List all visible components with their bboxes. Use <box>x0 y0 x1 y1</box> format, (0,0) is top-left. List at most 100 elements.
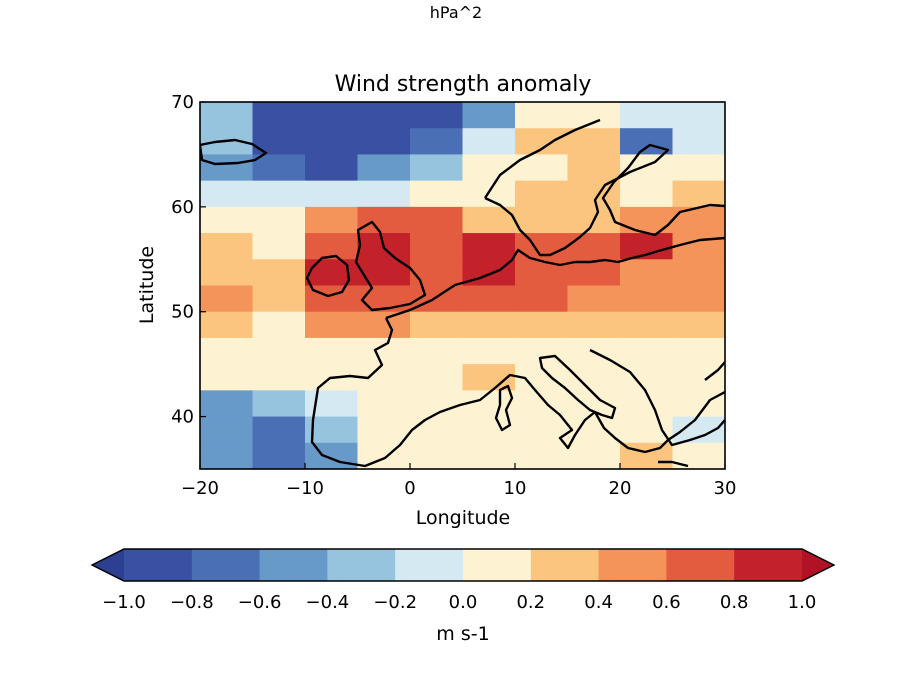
colorbar-tick-label: −0.2 <box>373 592 417 613</box>
heatmap-cell <box>672 128 725 156</box>
heatmap-cell <box>620 259 674 287</box>
colorbar-segment <box>124 549 193 581</box>
colorbar-segment <box>530 549 600 581</box>
colorbar-segment <box>191 549 261 581</box>
heatmap-cell <box>515 128 569 156</box>
heatmap-cell <box>410 442 464 469</box>
heatmap-cell <box>462 233 516 260</box>
colorbar-tick-label: 0.2 <box>516 592 545 613</box>
heatmap-cell <box>672 154 725 182</box>
heatmap-cell <box>200 364 254 391</box>
coastline-ireland <box>305 254 351 298</box>
heatmap-cell <box>672 311 725 339</box>
heatmap-cells <box>200 102 725 469</box>
heatmap-cell <box>357 206 411 234</box>
plot-frame <box>199 101 726 470</box>
heatmap-cell <box>305 206 359 234</box>
coastline-great-britain <box>354 220 427 312</box>
heatmap-cell <box>672 416 725 444</box>
heatmap-cell <box>357 180 411 208</box>
heatmap-cell <box>462 337 516 365</box>
heatmap-cell <box>252 416 306 444</box>
heatmap-cell <box>462 442 516 469</box>
colorbar-segment <box>395 549 464 581</box>
heatmap-cell <box>200 311 254 339</box>
coastline-scandinavia <box>483 118 725 257</box>
heatmap-cell <box>672 233 725 260</box>
heatmap-cell <box>410 416 464 444</box>
colorbar: −1.0 −0.8 −0.6 −0.4 −0.2 0.0 0.2 0.4 0.6 0.8 1.0 <box>90 548 836 613</box>
heatmap-cell <box>252 233 306 260</box>
heatmap-cell <box>462 285 516 313</box>
heatmap-cell <box>305 259 359 287</box>
heatmap-cell <box>410 180 464 208</box>
colorbar-tick-label: 0.8 <box>720 592 749 613</box>
heatmap-cell <box>252 259 306 287</box>
heatmap-cell <box>200 442 254 469</box>
heatmap-cell <box>567 364 621 391</box>
heatmap-cell <box>620 285 674 313</box>
heatmap-cell <box>620 364 674 391</box>
heatmap-cell <box>567 442 621 469</box>
map-title: Wind strength anomaly <box>335 72 592 97</box>
heatmap-cell <box>305 442 359 469</box>
x-tick-label: 0 <box>404 478 415 499</box>
heatmap-cell <box>410 154 464 182</box>
heatmap-cell <box>357 390 411 418</box>
heatmap-cell <box>252 128 306 156</box>
heatmap-cell <box>515 311 569 339</box>
heatmap-cell <box>200 416 254 444</box>
colorbar-segment <box>327 549 396 581</box>
figure-suptitle: hPa^2 <box>430 3 482 22</box>
heatmap-cell <box>462 311 516 339</box>
heatmap-cell <box>620 311 674 339</box>
colorbar-tick-label: −0.4 <box>306 592 350 613</box>
heatmap-cell <box>620 180 674 208</box>
heatmap-cell <box>252 102 306 129</box>
heatmap-cell <box>305 180 359 208</box>
colorbar-tick-label: 1.0 <box>788 592 817 613</box>
heatmap-cell <box>567 311 621 339</box>
x-axis-label: Longitude <box>416 507 511 529</box>
heatmap-cell <box>410 311 464 339</box>
heatmap-cell <box>672 259 725 287</box>
heatmap-cell <box>200 206 254 234</box>
heatmap-cell <box>620 206 674 234</box>
heatmap-cell <box>200 102 254 129</box>
colorbar-segments <box>90 548 836 582</box>
colorbar-segment <box>598 549 667 581</box>
heatmap-cell <box>515 390 569 418</box>
heatmap-cell <box>357 337 411 365</box>
heatmap-cell <box>357 311 411 339</box>
heatmap-cell <box>672 180 725 208</box>
heatmap-cell <box>200 180 254 208</box>
heatmap-cell <box>620 233 674 260</box>
heatmap-cell <box>567 128 621 156</box>
colorbar-segment <box>259 549 328 581</box>
colorbar-tick-label: −0.6 <box>238 592 282 613</box>
heatmap-cell <box>567 233 621 260</box>
coastline-italy <box>538 354 617 420</box>
heatmap-cell <box>305 311 359 339</box>
heatmap-cell <box>200 233 254 260</box>
coastline-black-sea <box>704 361 725 381</box>
heatmap-cell <box>410 233 464 260</box>
heatmap-cell <box>515 285 569 313</box>
heatmap-cell <box>567 102 621 129</box>
x-ticks: −20 −10 0 10 20 30 <box>181 463 736 499</box>
colorbar-segment <box>666 549 735 581</box>
heatmap-cell <box>200 337 254 365</box>
heatmap-cell <box>410 102 464 129</box>
heatmap-cell <box>672 285 725 313</box>
x-tick-label: −10 <box>286 478 324 499</box>
heatmap-cell <box>357 102 411 129</box>
heatmap-cell <box>620 128 674 156</box>
colorbar-ticks: −1.0 −0.8 −0.6 −0.4 −0.2 0.0 0.2 0.4 0.6 0.8 1.0 <box>102 592 816 613</box>
heatmap-cell <box>305 154 359 182</box>
coastlines <box>200 118 725 468</box>
heatmap-cell <box>515 180 569 208</box>
heatmap-cell <box>515 102 569 129</box>
heatmap-cell <box>620 102 674 129</box>
heatmap-cell <box>462 180 516 208</box>
